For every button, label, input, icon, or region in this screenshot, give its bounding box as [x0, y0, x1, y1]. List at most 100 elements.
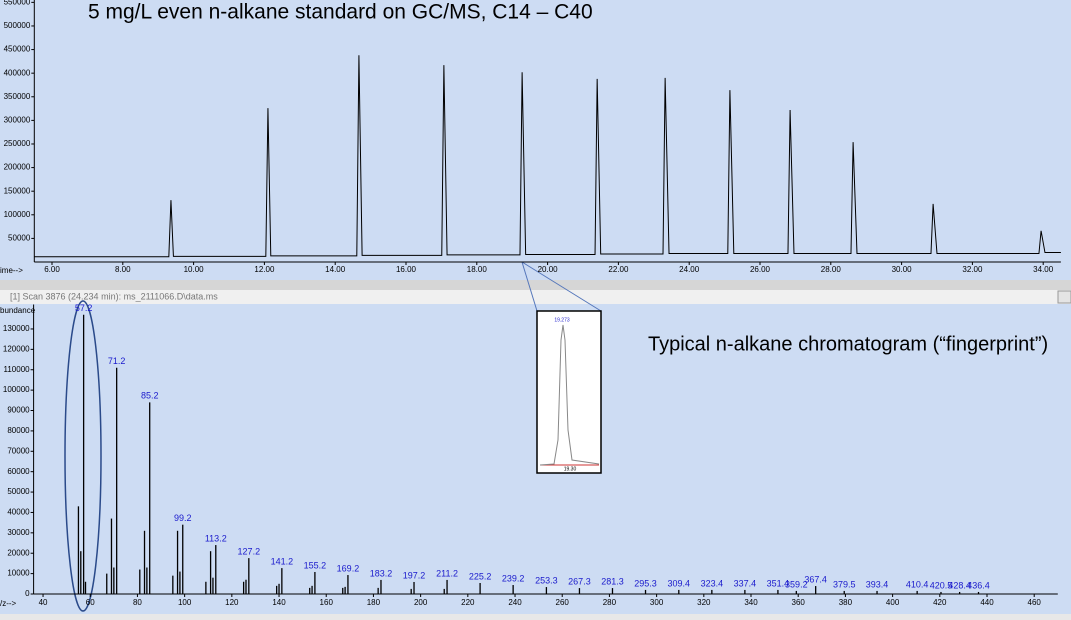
y-tick-label: 80000 [7, 426, 30, 435]
y-tick-label: 0 [25, 589, 30, 598]
y-axis-label: bundance [0, 306, 36, 315]
y-tick-label: 100000 [3, 385, 30, 394]
x-tick-label: 140 [272, 598, 286, 607]
inset-frame [536, 310, 602, 474]
peak-label: 113.2 [205, 533, 227, 543]
peak-label: 351.4 [767, 578, 790, 588]
x-axis-label: /z--> [0, 599, 17, 608]
y-tick-label: 100000 [4, 210, 31, 219]
x-tick-label: 32.00 [962, 265, 983, 274]
x-tick-label: 160 [320, 598, 334, 607]
scan-header: [1] Scan 3876 (24.234 min): ms_2111066.D… [10, 291, 218, 301]
peak-label: 183.2 [370, 568, 393, 578]
peak-label: 295.3 [634, 578, 657, 588]
x-tick-label: 14.00 [325, 265, 346, 274]
y-tick-label: 150000 [4, 186, 31, 195]
zoom-connector [521, 261, 602, 312]
x-tick-label: 34.00 [1033, 265, 1054, 274]
peak-label: 225.2 [469, 571, 492, 581]
peak-label: 267.3 [568, 576, 591, 586]
peak-label: 436.4 [967, 580, 990, 590]
y-tick-label: 50000 [8, 234, 31, 243]
y-tick-label: 10000 [7, 569, 30, 578]
x-tick-label: 16.00 [396, 265, 417, 274]
window-button[interactable] [1057, 290, 1071, 304]
inset: 19.273 19.30 [536, 310, 602, 474]
x-tick-label: 100 [178, 598, 192, 607]
x-tick-label: 300 [650, 598, 664, 607]
y-tick-label: 450000 [4, 45, 31, 54]
y-tick-label: 500000 [4, 21, 31, 30]
x-tick-label: 22.00 [608, 265, 629, 274]
y-tick-label: 110000 [3, 365, 30, 374]
peak-label: 211.2 [436, 568, 458, 578]
y-tick-label: 350000 [4, 92, 31, 101]
highlight-ellipse [64, 300, 102, 612]
x-tick-label: 440 [980, 598, 994, 607]
x-tick-label: 28.00 [821, 265, 842, 274]
x-tick-label: 12.00 [254, 265, 275, 274]
peak-label: 197.2 [403, 570, 426, 580]
peak-label: 141.2 [271, 556, 294, 566]
peak-label: 281.3 [601, 576, 624, 586]
y-tick-label: 300000 [4, 115, 31, 124]
status-strip [0, 614, 1071, 620]
chart-title: 5 mg/L even n-alkane standard on GC/MS, … [88, 1, 593, 24]
peak-label: 169.2 [337, 563, 360, 573]
x-tick-label: 24.00 [679, 265, 700, 274]
peak-label: 85.2 [141, 391, 159, 401]
x-tick-label: 420 [933, 598, 947, 607]
peak-label: 239.2 [502, 573, 525, 583]
peak-label: 155.2 [304, 560, 327, 570]
x-tick-label: 260 [556, 598, 570, 607]
x-tick-label: 400 [886, 598, 900, 607]
y-tick-label: 20000 [7, 548, 30, 557]
y-tick-label: 90000 [7, 406, 30, 415]
chromatogram-panel [0, 0, 1071, 280]
inset-peak [539, 324, 600, 466]
x-tick-label: 60 [86, 598, 95, 607]
peak-label: 393.4 [866, 579, 889, 589]
x-tick-label: 220 [461, 598, 475, 607]
y-tick-label: 60000 [7, 467, 30, 476]
peak-label: 367.4 [804, 574, 827, 584]
y-tick-label: 250000 [4, 139, 31, 148]
peak-label: 57.2 [75, 303, 93, 313]
x-tick-label: 26.00 [750, 265, 771, 274]
y-tick-label: 40000 [7, 508, 30, 517]
x-tick-label: 180 [367, 598, 381, 607]
y-tick-label: 130000 [3, 324, 30, 333]
peak-label: 420.5 [930, 580, 953, 590]
x-axis-label: ime--> [0, 266, 23, 275]
x-tick-label: 6.00 [44, 265, 60, 274]
x-tick-label: 460 [1028, 598, 1042, 607]
x-tick-label: 30.00 [892, 265, 913, 274]
scan-header-bar [0, 290, 1071, 304]
y-tick-label: 200000 [4, 163, 31, 172]
x-tick-label: 8.00 [115, 265, 131, 274]
y-tick-label: 70000 [7, 446, 30, 455]
x-tick-label: 120 [225, 598, 239, 607]
peak-label: 253.3 [535, 575, 558, 585]
x-tick-label: 200 [414, 598, 428, 607]
x-tick-label: 240 [508, 598, 522, 607]
peak-label: 428.4 [948, 580, 971, 590]
peak-label: 337.4 [734, 578, 757, 588]
y-tick-label: 30000 [7, 528, 30, 537]
x-tick-label: 18.00 [467, 265, 488, 274]
y-tick-label: 400000 [4, 68, 31, 77]
inset-x-tick: 19.30 [564, 466, 577, 472]
annotation: Typical n-alkane chromatogram (“fingerpr… [648, 333, 1048, 355]
y-tick-label: 120000 [3, 344, 30, 353]
x-tick-label: 80 [133, 598, 142, 607]
x-tick-label: 340 [744, 598, 758, 607]
x-tick-label: 360 [792, 598, 806, 607]
trace [34, 55, 1061, 258]
peak-label: 379.5 [833, 579, 856, 589]
peak-label: 359.2 [785, 579, 808, 589]
y-tick-label: 50000 [7, 487, 30, 496]
zoom-connector [521, 261, 538, 312]
splitter [0, 280, 1071, 290]
peak-label: 309.4 [668, 578, 691, 588]
peak-label: 71.2 [108, 356, 126, 366]
